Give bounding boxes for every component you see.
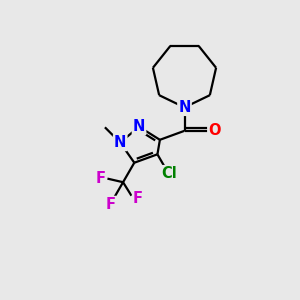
Text: Cl: Cl xyxy=(161,166,176,181)
Text: F: F xyxy=(96,171,106,186)
Text: F: F xyxy=(106,197,116,212)
Text: O: O xyxy=(208,123,221,138)
Text: N: N xyxy=(178,100,191,115)
Text: F: F xyxy=(133,191,143,206)
Text: N: N xyxy=(133,119,145,134)
Text: N: N xyxy=(114,135,126,150)
